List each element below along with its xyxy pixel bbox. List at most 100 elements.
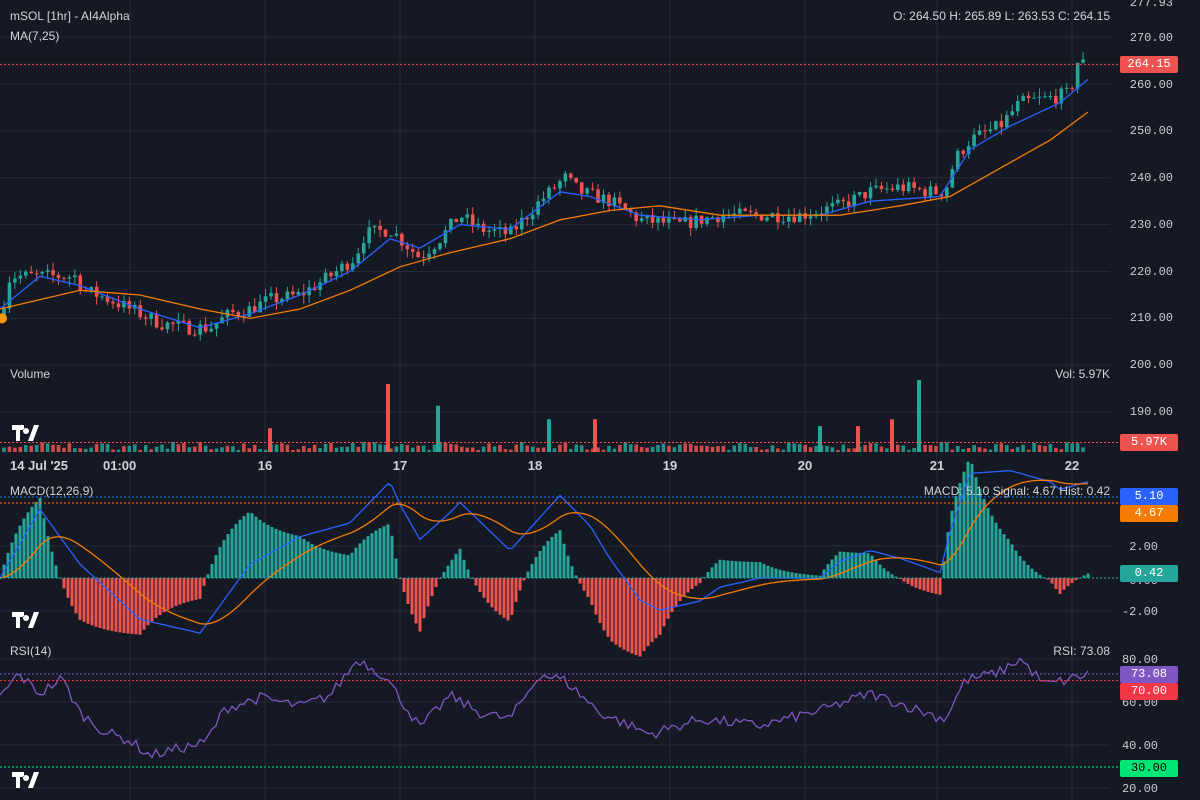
macd-hist-bar xyxy=(978,488,982,578)
volume-bar xyxy=(383,444,388,452)
macd-hist-bar xyxy=(330,551,334,578)
macd-hist-bar xyxy=(958,483,962,578)
macd-hist-bar xyxy=(450,559,454,578)
candle-up xyxy=(220,317,224,324)
macd-hist-bar xyxy=(214,554,218,578)
candle-up xyxy=(966,146,971,155)
macd-hist-bar xyxy=(154,578,158,618)
volume-bar xyxy=(618,444,622,452)
candle-down xyxy=(78,275,83,290)
macd-hist-bar xyxy=(402,578,406,593)
volume-bar xyxy=(34,445,39,452)
macd-hist-bar xyxy=(1006,538,1010,578)
volume-bar xyxy=(977,447,982,452)
candle-up xyxy=(356,253,361,264)
macd-hist-bar xyxy=(842,551,846,578)
candle-down xyxy=(29,271,34,274)
candle-up xyxy=(830,203,835,207)
candle-down xyxy=(143,317,148,319)
macd-hist-bar xyxy=(714,563,718,578)
candle-down xyxy=(383,229,388,237)
rsi-label: RSI(14) xyxy=(10,644,52,658)
macd-hist-bar xyxy=(694,578,698,586)
macd-hist-bar xyxy=(306,541,310,578)
volume-bar xyxy=(994,444,998,452)
volume-bar xyxy=(116,449,121,452)
macd-hist-bar xyxy=(466,569,470,578)
candle-up xyxy=(198,324,202,335)
macd-hist-bar xyxy=(1010,544,1014,578)
candle-up xyxy=(852,194,856,207)
macd-hist-bar xyxy=(386,524,390,578)
volume-bar xyxy=(519,442,524,452)
time-tick-label: 14 Jul '25 xyxy=(10,458,68,473)
candle-up xyxy=(323,272,328,283)
macd-hist-bar xyxy=(766,565,770,578)
volume-bar xyxy=(879,446,884,452)
candle-down xyxy=(1070,87,1074,89)
volume-bar xyxy=(470,447,475,452)
volume-bar xyxy=(361,442,366,452)
candle-down xyxy=(917,187,922,190)
candle-down xyxy=(1026,95,1031,99)
candle-up xyxy=(487,230,491,232)
volume-bar xyxy=(400,444,404,452)
macd-hist-bar xyxy=(626,578,630,652)
volume-bar xyxy=(187,447,192,452)
volume-bar xyxy=(416,445,420,452)
macd-hist-bar xyxy=(1066,578,1070,587)
price-tick-label: 230.00 xyxy=(1130,218,1173,232)
volume-bar xyxy=(1015,447,1020,452)
macd-hist-bar xyxy=(350,552,354,578)
volume-bar xyxy=(334,447,339,452)
volume-bar xyxy=(661,443,666,452)
macd-hist-bar xyxy=(854,552,858,578)
macd-hist-bar xyxy=(442,571,446,578)
volume-bar xyxy=(509,449,513,452)
macd-hist-bar xyxy=(906,578,910,584)
volume-bar xyxy=(574,444,579,452)
candle-down xyxy=(912,182,916,188)
volume-bar xyxy=(176,444,181,452)
volume-bar xyxy=(983,448,987,452)
volume-bar xyxy=(220,447,224,452)
candle-up xyxy=(705,217,709,224)
macd-hist-bar xyxy=(10,542,14,578)
volume-spike-bar xyxy=(856,426,860,452)
macd-hist-bar xyxy=(718,559,722,578)
volume-bar xyxy=(67,443,72,452)
candle-down xyxy=(405,245,410,250)
volume-bar xyxy=(214,448,219,452)
macd-hist-bar xyxy=(758,562,762,578)
rsi-line xyxy=(0,657,1089,759)
macd-hist-bar xyxy=(106,578,110,631)
candle-up xyxy=(214,323,219,329)
volume-bar xyxy=(296,449,301,452)
candle-down xyxy=(242,315,246,317)
volume-bar xyxy=(209,449,213,452)
macd-hist-bar xyxy=(166,578,170,610)
candle-down xyxy=(416,251,420,258)
macd-hist-bar xyxy=(78,578,82,620)
time-tick-label: 20 xyxy=(798,458,812,473)
volume-bar xyxy=(765,449,769,452)
volume-bar xyxy=(754,447,758,452)
macd-hist-bar xyxy=(618,578,622,648)
macd-hist-bar xyxy=(814,575,818,578)
signal-line xyxy=(0,479,1089,625)
macd-hist-bar xyxy=(874,560,878,578)
macd-hist-bar xyxy=(538,551,542,578)
candle-up xyxy=(67,277,72,279)
macd-hist-bar xyxy=(202,578,206,586)
macd-hist-bar xyxy=(94,578,98,627)
volume-bar xyxy=(770,445,775,452)
volume-bar xyxy=(737,443,742,452)
volume-bar xyxy=(432,444,437,452)
macd-hist-bar xyxy=(290,534,294,578)
candle-down xyxy=(51,270,55,276)
volume-bar xyxy=(776,448,780,452)
candle-down xyxy=(934,186,938,194)
volume-bar xyxy=(563,442,568,452)
volume-bar xyxy=(688,443,693,452)
